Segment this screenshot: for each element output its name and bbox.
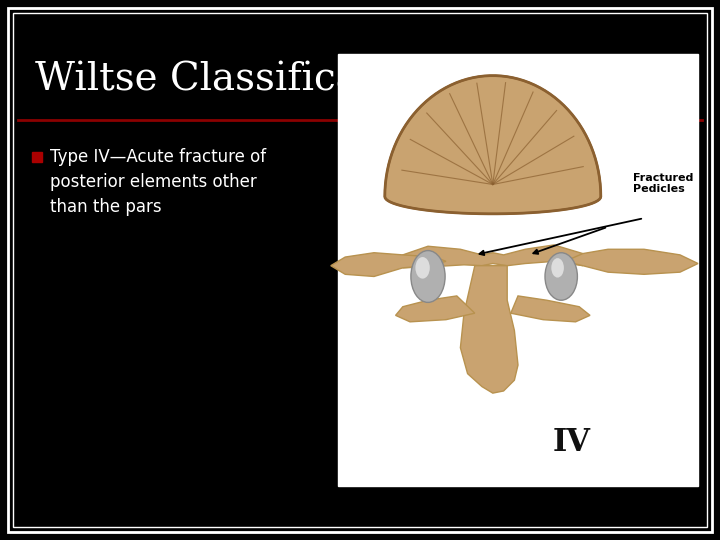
Polygon shape	[564, 249, 698, 274]
Ellipse shape	[415, 257, 430, 279]
Text: Fractured
Pedicles: Fractured Pedicles	[633, 173, 693, 194]
Bar	[32, 152, 42, 162]
Polygon shape	[384, 76, 600, 214]
Text: than the pars: than the pars	[50, 198, 161, 216]
Ellipse shape	[545, 253, 577, 300]
Text: Wiltse Classification: Wiltse Classification	[35, 62, 436, 98]
Bar	[338, 54, 698, 486]
Ellipse shape	[552, 258, 564, 278]
Polygon shape	[395, 296, 474, 322]
Polygon shape	[460, 266, 518, 393]
Polygon shape	[510, 296, 590, 322]
Text: posterior elements other: posterior elements other	[50, 173, 257, 191]
Ellipse shape	[411, 251, 445, 302]
Text: IV: IV	[553, 427, 591, 458]
Polygon shape	[402, 245, 582, 268]
Polygon shape	[330, 253, 446, 276]
Text: Type IV—Acute fracture of: Type IV—Acute fracture of	[50, 148, 266, 166]
